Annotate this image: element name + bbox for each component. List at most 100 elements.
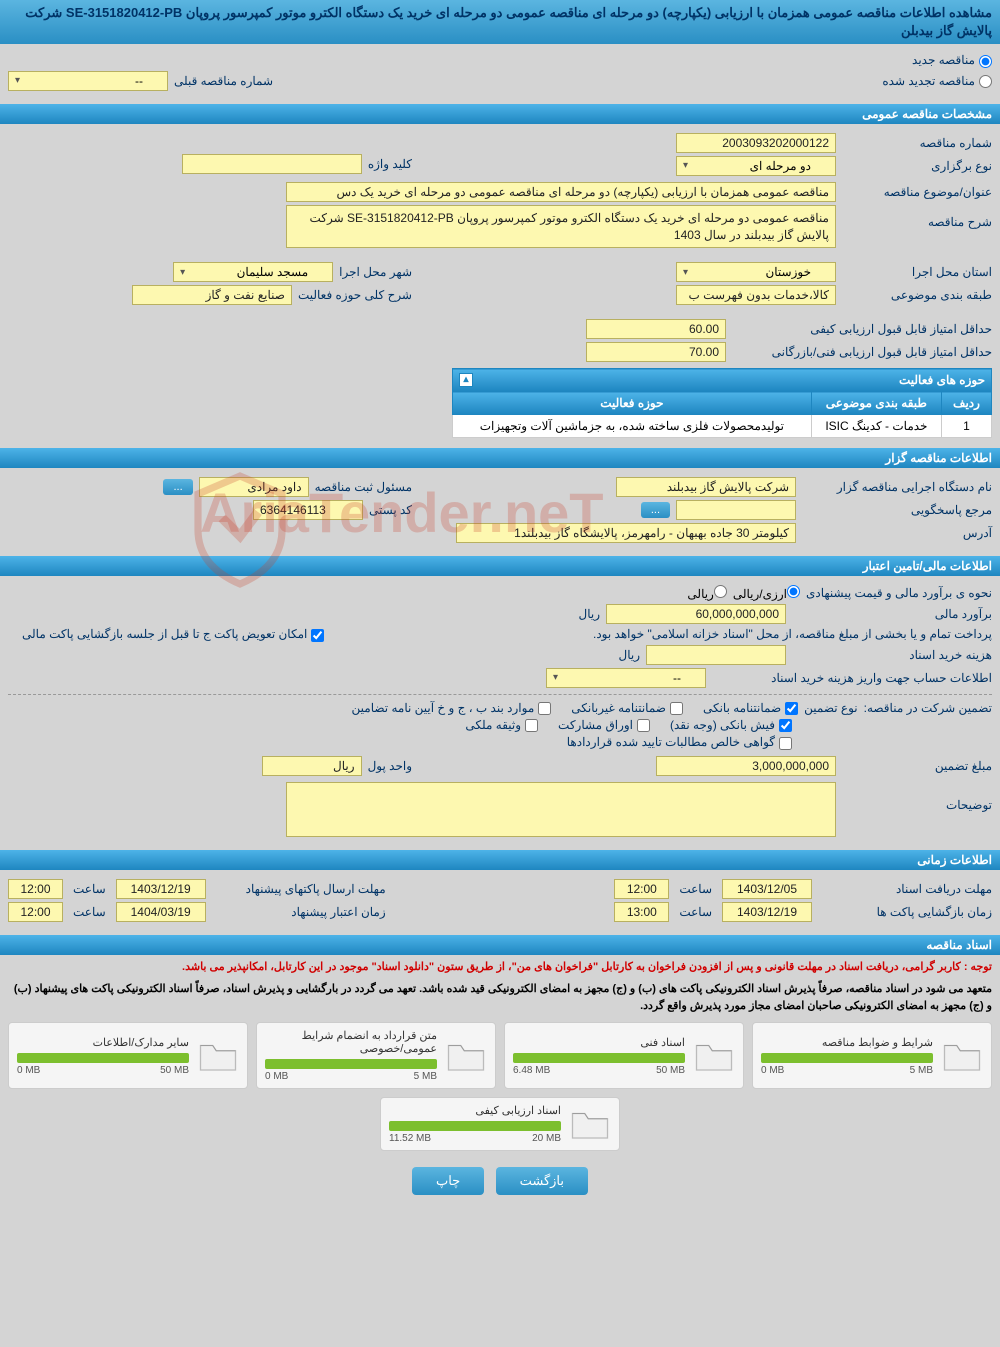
radio-new-tender[interactable]: مناقصه جدید bbox=[912, 53, 992, 67]
province-select[interactable]: خوزستان bbox=[676, 262, 836, 282]
folder-icon bbox=[941, 1038, 983, 1074]
doc-used: 11.52 MB bbox=[389, 1133, 431, 1144]
responder-more-button[interactable]: ... bbox=[641, 502, 670, 518]
doc-card[interactable]: اسناد ارزیابی کیفی 11.52 MB20 MB bbox=[380, 1097, 620, 1151]
class-label: طبقه بندی موضوعی bbox=[842, 288, 992, 302]
doc-total: 50 MB bbox=[160, 1065, 189, 1076]
activity-table: حوزه های فعالیت ▴ ردیف طبقه بندی موضوعی … bbox=[452, 368, 992, 438]
payment-note: پرداخت تمام و یا بخشی از مبلغ مناقصه، از… bbox=[593, 627, 992, 641]
separator bbox=[8, 694, 992, 695]
col-class: طبقه بندی موضوعی bbox=[811, 392, 941, 415]
hour-label-1: ساعت bbox=[679, 882, 712, 896]
table-row: 1خدمات - کدینگ ISICتولیدمحصولات فلزی ساخ… bbox=[453, 415, 992, 438]
doc-title: شرایط و ضوابط مناقصه bbox=[761, 1036, 933, 1049]
folder-icon bbox=[445, 1038, 487, 1074]
account-label: اطلاعات حساب جهت واریز هزینه خرید اسناد bbox=[712, 671, 992, 685]
min-tech-field: 70.00 bbox=[586, 342, 726, 362]
address-label: آدرس bbox=[802, 526, 992, 540]
doc-card[interactable]: متن قرارداد به انضمام شرایط عمومی/خصوصی … bbox=[256, 1022, 496, 1089]
replace-envelope-checkbox[interactable]: امکان تعویض پاکت ج تا قبل از جلسه بازگشا… bbox=[22, 627, 324, 641]
prev-tender-label: شماره مناقصه قبلی bbox=[174, 74, 273, 88]
guarantee-type-label: نوع تضمین bbox=[804, 701, 857, 715]
min-quality-field: 60.00 bbox=[586, 319, 726, 339]
province-label: استان محل اجرا bbox=[842, 265, 992, 279]
progress-bar bbox=[513, 1053, 685, 1063]
folder-icon bbox=[569, 1106, 611, 1142]
account-select[interactable]: -- bbox=[546, 668, 706, 688]
guarantee-section-label: تضمین شرکت در مناقصه: bbox=[864, 701, 992, 715]
open-label: زمان بازگشایی پاکت ها bbox=[822, 905, 992, 919]
registrar-label: مسئول ثبت مناقصه bbox=[315, 480, 412, 494]
keyword-field[interactable] bbox=[182, 154, 362, 174]
docs-notice-black: متعهد می شود در اسناد مناقصه، صرفاً پذیر… bbox=[0, 979, 1000, 1016]
section-general: مشخصات مناقصه عمومی bbox=[0, 104, 1000, 124]
chk-securities-guarantee[interactable]: اوراق مشارکت bbox=[558, 718, 650, 732]
chk-cash-guarantee[interactable]: فیش بانکی (وجه نقد) bbox=[670, 718, 792, 732]
guarantee-amount-label: مبلغ تضمین bbox=[842, 759, 992, 773]
open-time: 13:00 bbox=[614, 902, 669, 922]
agency-field: شرکت پالایش گاز بیدبلند bbox=[616, 477, 796, 497]
postal-label: کد پستی bbox=[369, 503, 412, 517]
doc-title: سایر مدارک/اطلاعات bbox=[17, 1036, 189, 1049]
scope-label: شرح کلی حوزه فعالیت bbox=[298, 288, 412, 302]
radio-rial[interactable]: ریالی bbox=[687, 585, 726, 601]
doc-title: متن قرارداد به انضمام شرایط عمومی/خصوصی bbox=[265, 1029, 437, 1055]
city-select[interactable]: مسجد سلیمان bbox=[173, 262, 333, 282]
print-button[interactable]: چاپ bbox=[412, 1167, 484, 1195]
back-button[interactable]: بازگشت bbox=[496, 1167, 588, 1195]
type-label: نوع برگزاری bbox=[842, 159, 992, 173]
min-quality-label: حداقل امتیاز قابل قبول ارزیابی کیفی bbox=[732, 322, 992, 336]
chk-bank-guarantee[interactable]: ضمانتنامه بانکی bbox=[703, 701, 798, 715]
folder-icon bbox=[693, 1038, 735, 1074]
doc-total: 50 MB bbox=[656, 1065, 685, 1076]
doc-card[interactable]: اسناد فنی 6.48 MB 50 MB bbox=[504, 1022, 744, 1089]
tender-no-field: 2003093202000122 bbox=[676, 133, 836, 153]
docs-grid: شرایط و ضوابط مناقصه 0 MB5 MB اسناد فنی … bbox=[0, 1016, 1000, 1157]
tender-no-label: شماره مناقصه bbox=[842, 136, 992, 150]
doc-total: 5 MB bbox=[414, 1071, 437, 1082]
section-time: اطلاعات زمانی bbox=[0, 850, 1000, 870]
guarantee-unit-label: واحد پول bbox=[368, 759, 412, 773]
receive-deadline-label: مهلت دریافت اسناد bbox=[822, 882, 992, 896]
estimate-field: 60,000,000,000 bbox=[606, 604, 786, 624]
desc-label: شرح مناقصه bbox=[842, 215, 992, 229]
receive-date: 1403/12/05 bbox=[722, 879, 812, 899]
prev-tender-select[interactable]: -- bbox=[8, 71, 168, 91]
guarantee-unit-field: ریال bbox=[262, 756, 362, 776]
col-scope: حوزه فعالیت bbox=[453, 392, 812, 415]
subject-field: مناقصه عمومی همزمان با ارزیابی (یکپارچه)… bbox=[286, 182, 836, 202]
send-deadline-label: مهلت ارسال پاکتهای پیشنهاد bbox=[216, 882, 386, 896]
collapse-icon[interactable]: ▴ bbox=[459, 373, 473, 387]
open-date: 1403/12/19 bbox=[722, 902, 812, 922]
registrar-more-button[interactable]: ... bbox=[163, 479, 192, 495]
activity-table-title: حوزه های فعالیت bbox=[899, 373, 985, 387]
chk-nonbank-guarantee[interactable]: ضمانتنامه غیربانکی bbox=[571, 701, 683, 715]
doc-card[interactable]: شرایط و ضوابط مناقصه 0 MB5 MB bbox=[752, 1022, 992, 1089]
radio-renewed-tender[interactable]: مناقصه تجدید شده bbox=[882, 74, 992, 88]
progress-bar bbox=[265, 1059, 437, 1069]
doc-card[interactable]: سایر مدارک/اطلاعات 0 MB50 MB bbox=[8, 1022, 248, 1089]
chk-bond-guarantee[interactable]: موارد بند ب ، ج و خ آیین نامه تضامین bbox=[352, 701, 552, 715]
responder-field bbox=[676, 500, 796, 520]
radio-fx-rial[interactable]: ارزی/ریالی bbox=[733, 585, 800, 601]
postal-field: 6364146113 bbox=[253, 500, 363, 520]
notes-field[interactable] bbox=[286, 782, 836, 837]
type-select[interactable]: دو مرحله ای bbox=[676, 156, 836, 176]
doc-title: اسناد فنی bbox=[513, 1036, 685, 1049]
progress-bar bbox=[389, 1121, 561, 1131]
estimate-method-label: نحوه ی برآورد مالی و قیمت پیشنهادی bbox=[806, 586, 992, 600]
section-docs: اسناد مناقصه bbox=[0, 935, 1000, 955]
guarantee-amount-field: 3,000,000,000 bbox=[656, 756, 836, 776]
chk-property-guarantee[interactable]: وثیقه ملکی bbox=[465, 718, 538, 732]
chk-receivables-guarantee[interactable]: گواهی خالص مطالبات تایید شده قراردادها bbox=[567, 735, 792, 749]
send-date: 1403/12/19 bbox=[116, 879, 206, 899]
estimate-label: برآورد مالی bbox=[792, 607, 992, 621]
subject-label: عنوان/موضوع مناقصه bbox=[842, 185, 992, 199]
desc-field: مناقصه عمومی دو مرحله ای خرید یک دستگاه … bbox=[286, 205, 836, 249]
doc-used: 6.48 MB bbox=[513, 1065, 550, 1076]
doc-cost-field[interactable] bbox=[646, 645, 786, 665]
keyword-label: کلید واژه bbox=[368, 157, 412, 171]
hour-label-4: ساعت bbox=[73, 905, 106, 919]
min-tech-label: حداقل امتیاز قابل قبول ارزیابی فنی/بازرگ… bbox=[732, 345, 992, 359]
hour-label-3: ساعت bbox=[679, 905, 712, 919]
